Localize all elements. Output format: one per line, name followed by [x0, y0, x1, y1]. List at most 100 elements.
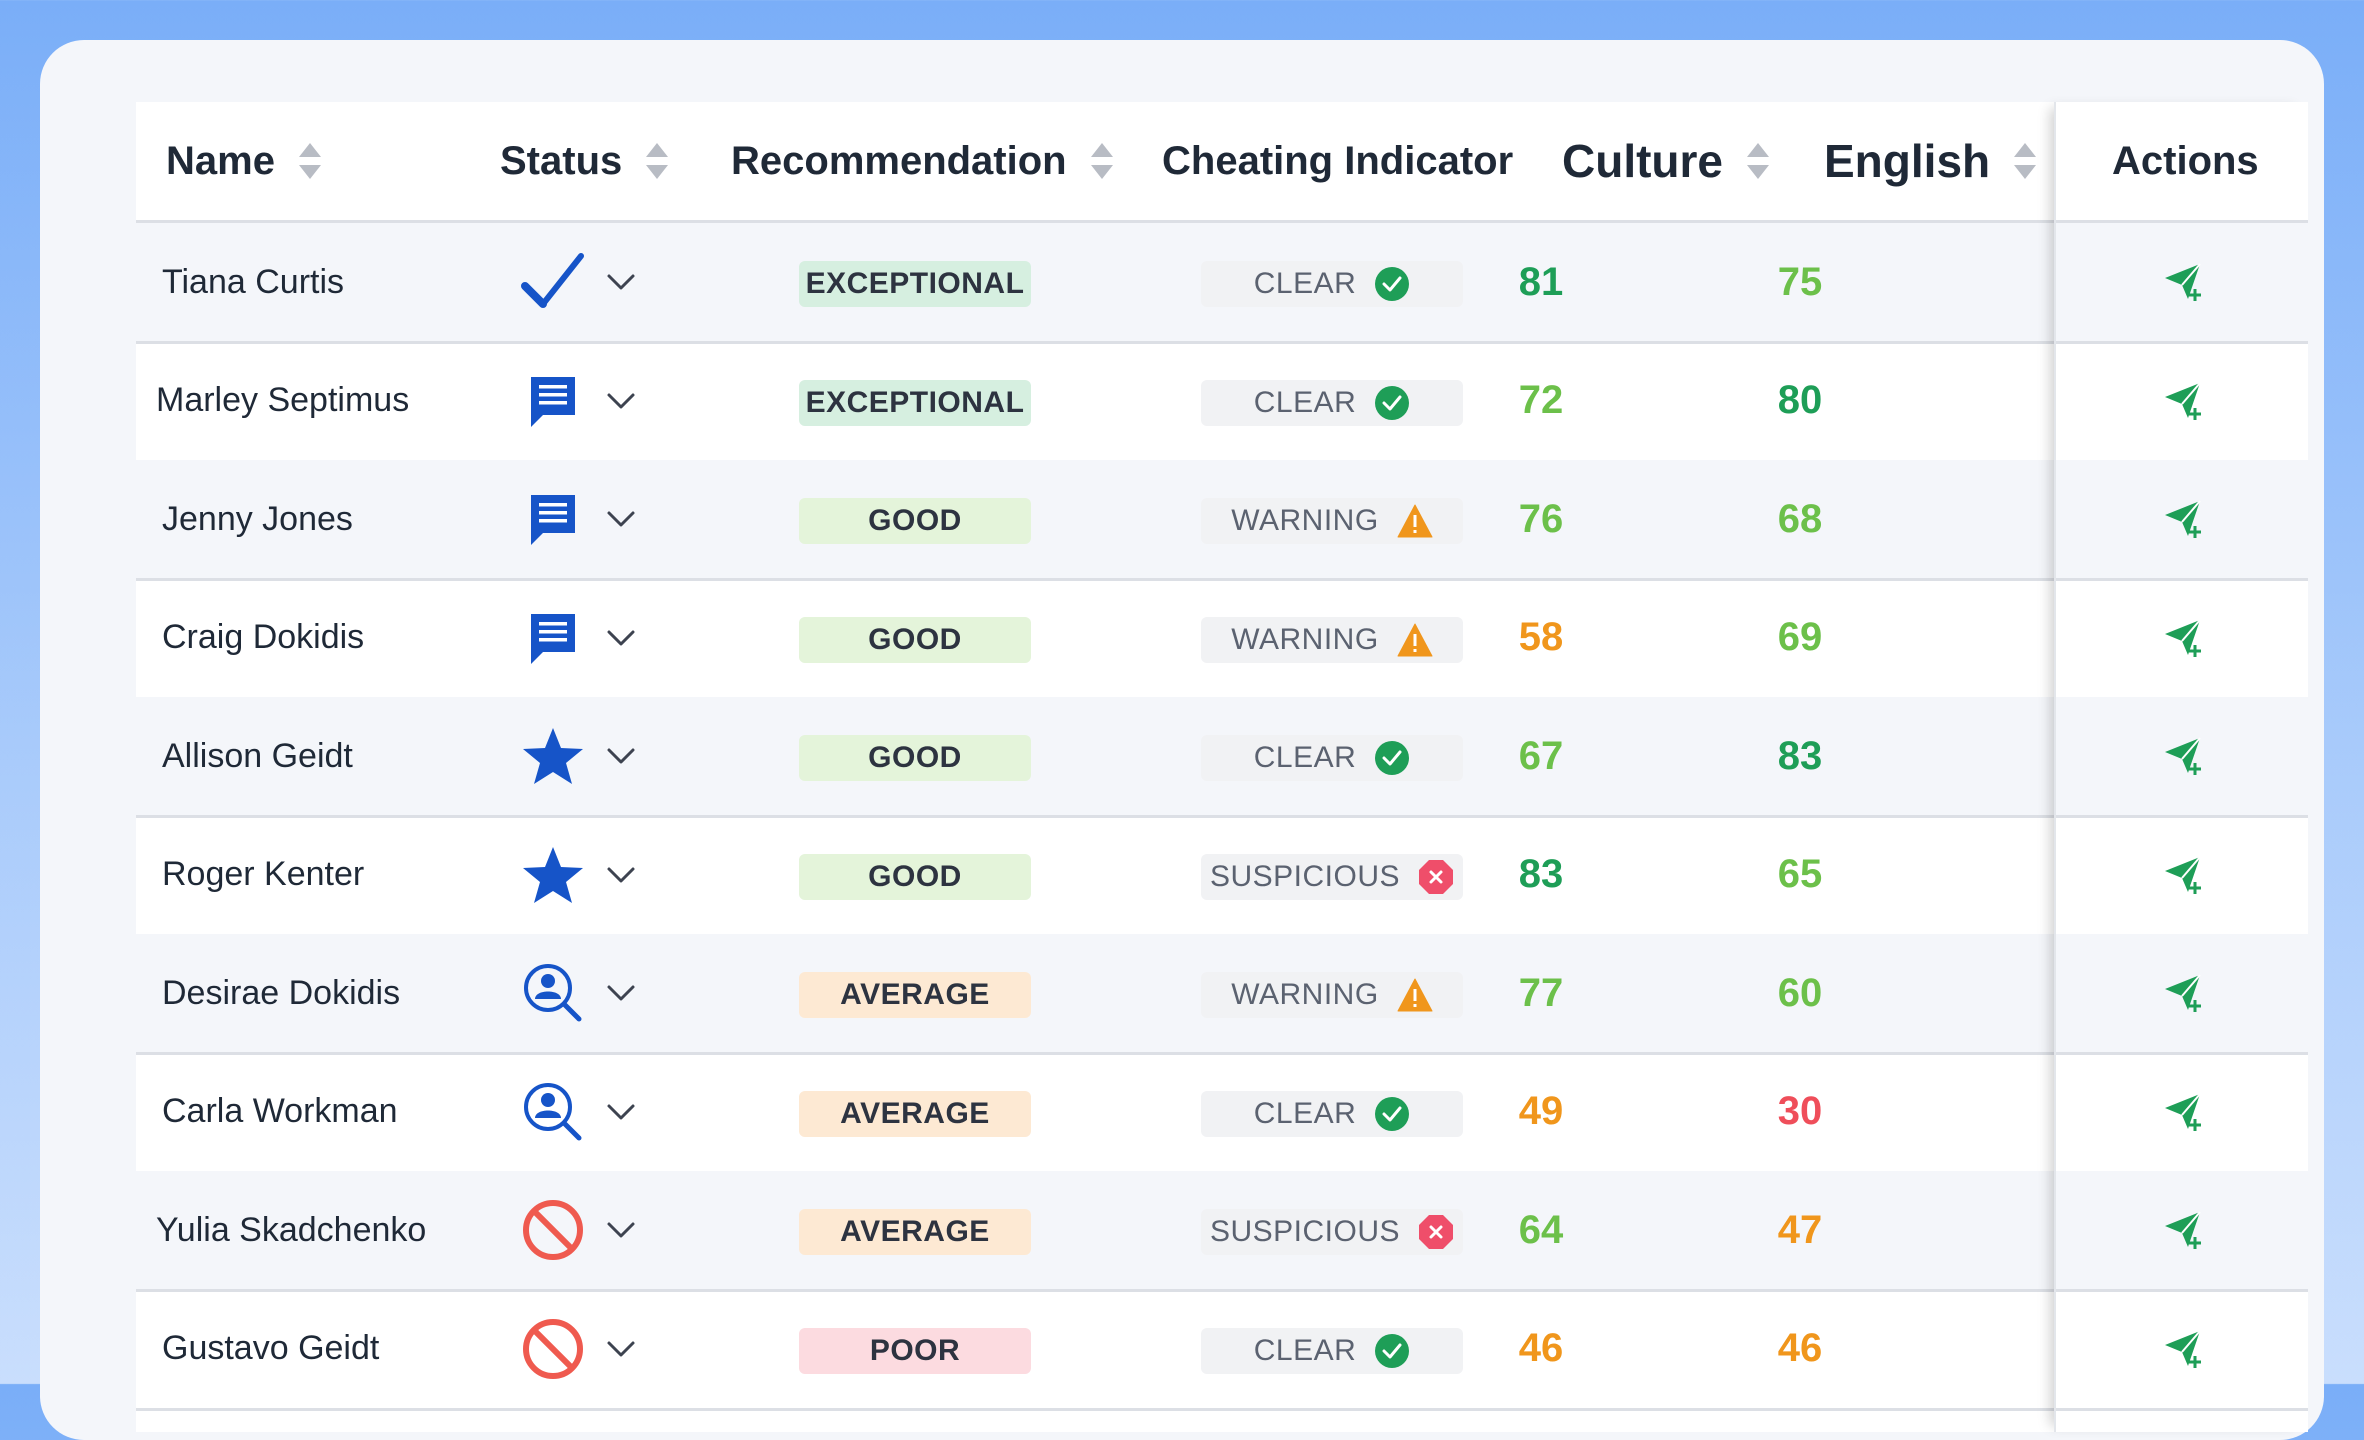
warning-triangle-icon	[1397, 503, 1433, 539]
check-circle-icon	[1374, 266, 1410, 302]
column-header-status[interactable]: Status	[500, 102, 669, 220]
sort-icon[interactable]	[1747, 141, 1769, 181]
send-plus-icon[interactable]	[2162, 1092, 2206, 1132]
english-score: 47	[1777, 1207, 1823, 1252]
message-icon	[521, 606, 585, 670]
sort-icon[interactable]	[1090, 141, 1113, 181]
candidate-name[interactable]: Allison Geidt	[162, 736, 353, 775]
cheating-indicator-badge: WARNING	[1201, 498, 1463, 544]
prohibited-icon	[521, 1198, 585, 1262]
cheating-indicator-badge: SUSPICIOUS	[1201, 1209, 1463, 1255]
culture-score: 76	[1518, 496, 1564, 541]
table-row[interactable]: Yulia Skadchenko AVERAGE SUSPICIOUS 64 47	[136, 1171, 2308, 1292]
recommendation-badge: GOOD	[799, 853, 1031, 900]
warning-triangle-icon	[1397, 622, 1433, 658]
recommendation-badge: EXCEPTIONAL	[799, 261, 1031, 307]
sort-icon[interactable]	[2014, 141, 2037, 181]
candidate-name[interactable]: Yulia Skadchenko	[156, 1210, 427, 1249]
column-header-actions: Actions	[2112, 102, 2259, 220]
cheating-indicator-badge: WARNING	[1201, 616, 1463, 663]
chevron-down-icon[interactable]	[604, 1095, 638, 1129]
candidate-name[interactable]: Desirae Dokidis	[162, 973, 401, 1012]
candidate-name[interactable]: Tiana Curtis	[162, 262, 345, 301]
sort-icon[interactable]	[298, 141, 321, 181]
english-score: 65	[1777, 852, 1823, 896]
send-plus-icon[interactable]	[2162, 618, 2206, 658]
recommendation-badge: AVERAGE	[799, 972, 1031, 1018]
chevron-down-icon[interactable]	[604, 265, 638, 299]
cheating-indicator-label: SUSPICIOUS	[1209, 1215, 1401, 1248]
table-row[interactable]: Craig Dokidis GOOD WARNING 58 69	[136, 579, 2308, 700]
column-header-cheating: Cheating Indicator	[1162, 102, 1513, 220]
recommendation-badge: GOOD	[799, 498, 1031, 544]
table-row[interactable]: Desirae Dokidis AVERAGE WARNING 77 60	[136, 934, 2308, 1055]
check-circle-icon	[1374, 1333, 1410, 1369]
cheating-indicator-label: CLEAR	[1253, 1333, 1357, 1367]
column-header-culture[interactable]: Culture	[1562, 102, 1769, 220]
candidate-name[interactable]: Marley Septimus	[156, 381, 410, 419]
send-plus-icon[interactable]	[2162, 1329, 2206, 1369]
table-row[interactable]: Tiana Curtis EXCEPTIONAL CLEAR 81 75	[136, 223, 2308, 344]
culture-score: 67	[1518, 733, 1564, 778]
column-header-english[interactable]: English	[1824, 102, 2037, 220]
column-header-name[interactable]: Name	[166, 102, 321, 220]
cheating-indicator-label: WARNING	[1231, 504, 1379, 537]
send-plus-icon[interactable]	[2162, 1210, 2206, 1250]
culture-score: 77	[1518, 970, 1564, 1015]
cheating-indicator-badge: SUSPICIOUS	[1201, 853, 1463, 900]
cheating-indicator-badge: CLEAR	[1201, 1090, 1463, 1137]
check-circle-icon	[1374, 1096, 1410, 1132]
table-row[interactable]: Allison Geidt GOOD CLEAR 67 83	[136, 697, 2308, 818]
chevron-down-icon[interactable]	[604, 384, 638, 418]
english-score: 80	[1777, 378, 1823, 422]
column-header-name-label: Name	[166, 138, 275, 183]
culture-score: 58	[1518, 615, 1564, 659]
cheating-indicator-badge: CLEAR	[1201, 261, 1463, 307]
chevron-down-icon[interactable]	[604, 621, 638, 655]
user-search-icon	[521, 961, 585, 1025]
culture-score: 49	[1518, 1089, 1564, 1133]
cheating-indicator-badge: CLEAR	[1201, 379, 1463, 426]
send-plus-icon[interactable]	[2162, 855, 2206, 895]
sort-icon[interactable]	[646, 141, 669, 181]
send-plus-icon[interactable]	[2162, 736, 2206, 776]
english-score: 83	[1777, 733, 1823, 778]
chevron-down-icon[interactable]	[604, 858, 638, 892]
english-score: 69	[1777, 615, 1823, 659]
chevron-down-icon[interactable]	[604, 1213, 638, 1247]
candidate-name[interactable]: Gustavo Geidt	[162, 1329, 380, 1367]
table-row[interactable]: Gustavo Geidt POOR CLEAR 46 46	[136, 1290, 2308, 1411]
send-plus-icon[interactable]	[2162, 381, 2206, 421]
recommendation-badge: AVERAGE	[799, 1090, 1031, 1137]
table-row[interactable]: Jenny Jones GOOD WARNING 76 68	[136, 460, 2308, 581]
chevron-down-icon[interactable]	[604, 739, 638, 773]
cheating-indicator-label: CLEAR	[1253, 385, 1357, 419]
candidate-name[interactable]: Roger Kenter	[162, 855, 365, 893]
culture-score: 81	[1518, 259, 1564, 304]
send-plus-icon[interactable]	[2162, 499, 2206, 539]
chevron-down-icon[interactable]	[604, 502, 638, 536]
culture-score: 46	[1518, 1326, 1564, 1370]
recommendation-badge: GOOD	[799, 616, 1031, 663]
candidate-name[interactable]: Carla Workman	[162, 1092, 398, 1130]
prohibited-icon	[521, 1317, 585, 1381]
chevron-down-icon[interactable]	[604, 976, 638, 1010]
cheating-indicator-label: WARNING	[1231, 978, 1379, 1011]
table-row[interactable]: Carla Workman AVERAGE CLEAR 49 30	[136, 1053, 2308, 1174]
check-circle-icon	[1374, 385, 1410, 421]
column-header-culture-label: Culture	[1562, 135, 1723, 187]
column-header-recommendation[interactable]: Recommendation	[731, 102, 1113, 220]
message-icon	[521, 487, 585, 551]
cheating-indicator-label: CLEAR	[1253, 267, 1357, 300]
panel-card: Name Status Recommendation Cheating Indi…	[40, 40, 2324, 1440]
table-row[interactable]: Marley Septimus EXCEPTIONAL CLEAR 72 80	[136, 342, 2308, 463]
chevron-down-icon[interactable]	[604, 1332, 638, 1366]
table-row[interactable]: Roger Kenter GOOD SUSPICIOUS 83 65	[136, 816, 2308, 937]
send-plus-icon[interactable]	[2162, 262, 2206, 302]
cheating-indicator-label: WARNING	[1231, 622, 1379, 656]
column-header-english-label: English	[1824, 135, 1991, 187]
send-plus-icon[interactable]	[2162, 973, 2206, 1013]
cheating-indicator-badge: CLEAR	[1201, 1327, 1463, 1374]
candidate-name[interactable]: Jenny Jones	[162, 499, 353, 538]
candidate-name[interactable]: Craig Dokidis	[162, 618, 365, 656]
